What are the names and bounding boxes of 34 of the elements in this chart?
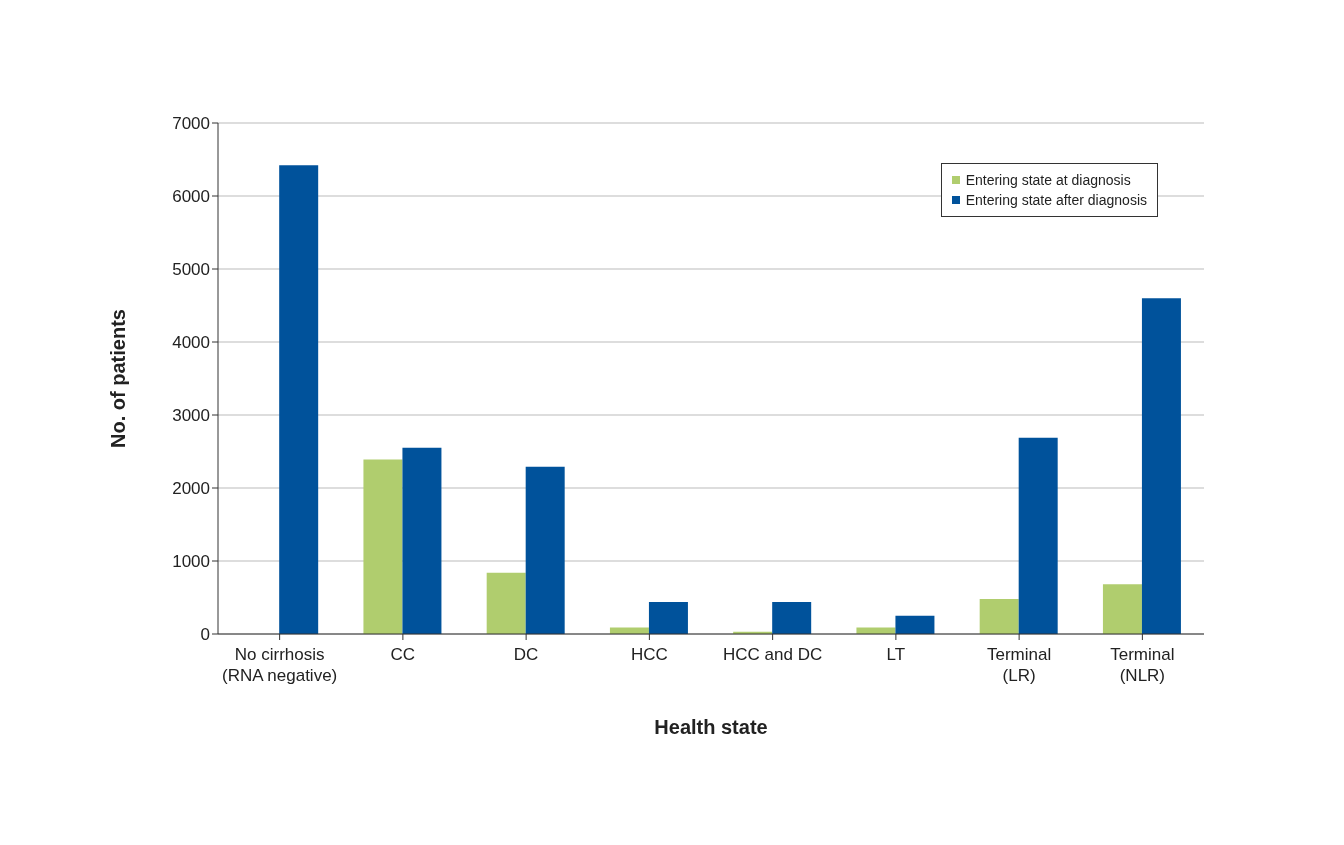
y-tick-label: 2000 [172,479,210,499]
y-tick-label: 1000 [172,552,210,572]
y-tick-label: 4000 [172,333,210,353]
y-tick-label: 6000 [172,187,210,207]
bar [609,627,649,634]
x-tick-label: HCC [630,645,668,664]
x-axis-title: Health state [654,716,768,738]
x-tick-label: HCC and DC [723,645,823,664]
bar [1018,437,1058,634]
y-tick-label: 3000 [172,406,210,426]
x-tick-label: CC [390,645,416,664]
bar [1102,584,1142,634]
bar [772,601,812,634]
bar [979,598,1019,634]
x-tick-label: No cirrhosis (RNA negative) [221,645,338,685]
y-tick-label: 7000 [172,114,210,134]
bar [648,601,688,634]
bar [279,165,319,634]
y-tick-label: 5000 [172,260,210,280]
bar [1141,298,1181,634]
bar [525,466,565,634]
bar [363,459,403,634]
x-tick-label: Terminal (NLR) [1110,645,1175,685]
x-tick-label: DC [513,645,539,664]
bar [486,572,526,634]
y-axis-title: No. of patients [107,309,130,448]
x-tick-label: LT [886,645,906,664]
bar [895,615,935,634]
x-tick-label: Terminal (LR) [987,645,1052,685]
legend-label: Entering state at diagnosis [965,171,1131,190]
legend-label: Entering state after diagnosis [965,191,1147,210]
bar [856,627,896,634]
bar [402,447,442,634]
y-tick-label: 0 [200,625,210,645]
